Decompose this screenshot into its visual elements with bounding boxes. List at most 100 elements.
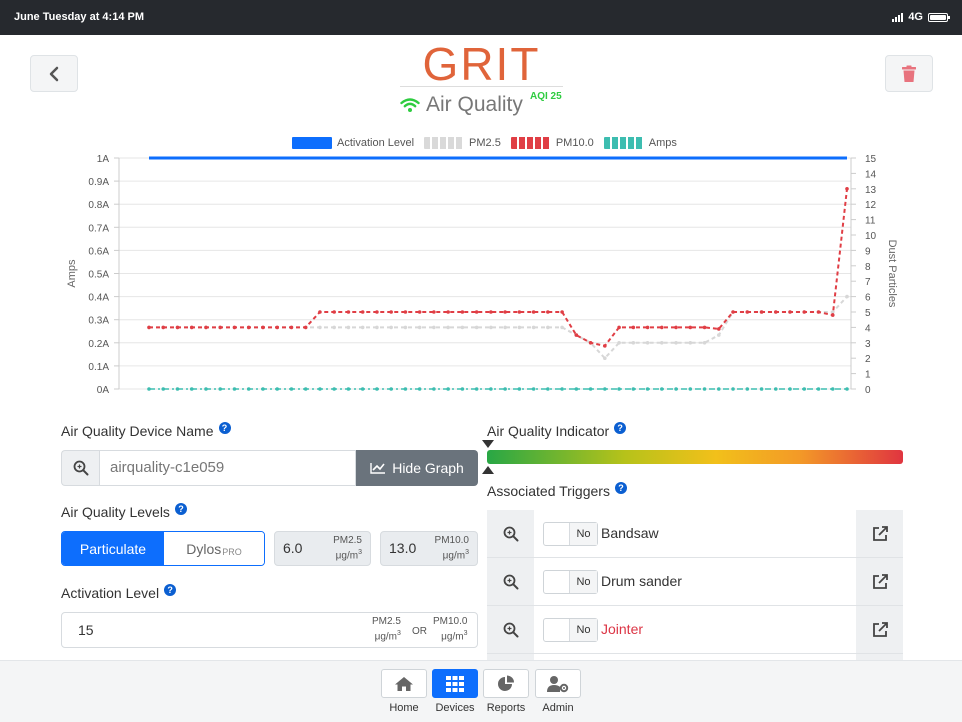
series-amps-point	[531, 387, 536, 391]
series-pm10-0-point	[574, 333, 579, 337]
air-quality-chart: 0A0.1A0.2A0.3A0.4A0.5A0.6A0.7A0.8A0.9A1A…	[66, 154, 898, 396]
nav-admin[interactable]: Admin	[535, 669, 581, 714]
grit-logo: GRIT	[422, 38, 541, 90]
legend-pm10[interactable]: PM10.0	[510, 137, 594, 149]
series-pm10-0-point	[246, 325, 251, 330]
series-pm10-0-point	[204, 325, 208, 330]
trigger-search-button[interactable]	[487, 606, 534, 653]
left-tick-label: 0.9A	[88, 177, 109, 188]
series-pm2-5-point	[631, 341, 636, 345]
trigger-search-button[interactable]	[487, 654, 534, 660]
line-chart-icon	[370, 463, 386, 474]
help-icon[interactable]: ?	[614, 482, 627, 494]
help-icon[interactable]: ?	[218, 422, 231, 434]
trigger-open-button[interactable]	[856, 606, 903, 653]
trigger-open-button[interactable]	[856, 558, 903, 605]
pm10-level-field[interactable]: 13.0 PM10.0 μg/m3	[380, 531, 478, 566]
trigger-toggle[interactable]: No	[543, 522, 598, 546]
series-pm10-0-point	[631, 325, 636, 330]
series-pm10-0-point	[432, 310, 436, 314]
series-pm2-5-point	[446, 325, 450, 330]
series-pm2-5-point	[517, 325, 522, 330]
particulate-option[interactable]: Particulate	[62, 532, 164, 565]
series-pm10-0-point	[403, 310, 408, 314]
left-tick-label: 0.8A	[88, 200, 109, 211]
right-tick-label: 13	[865, 185, 877, 196]
series-amps-point	[688, 387, 693, 391]
pm10-level-value: 13.0	[389, 540, 417, 556]
help-icon[interactable]: ?	[614, 422, 627, 434]
series-pm2-5-point	[546, 325, 550, 330]
hide-graph-button[interactable]: Hide Graph	[356, 450, 478, 486]
legend-label: PM10.0	[555, 137, 594, 149]
pm25-level-field[interactable]: 6.0 PM2.5 μg/m3	[274, 531, 371, 566]
series-pm2-5-point	[674, 341, 678, 345]
series-amps-point	[389, 387, 393, 391]
right-tick-label: 11	[865, 216, 876, 227]
series-pm2-5-line	[149, 295, 848, 360]
trigger-name: Bandsaw	[601, 525, 659, 541]
series-pm2-5-point	[417, 325, 422, 330]
series-amps-point	[460, 387, 465, 391]
trigger-row: No Bandsaw	[487, 510, 903, 558]
trigger-search-button[interactable]	[487, 558, 534, 605]
subtitle: Air Quality	[400, 92, 523, 118]
series-amps-point	[802, 387, 807, 391]
help-icon[interactable]: ?	[164, 584, 177, 596]
device-name-input[interactable]: airquality-c1e059	[99, 450, 356, 486]
left-tick-label: 0.2A	[88, 339, 109, 350]
legend-label: Activation Level	[337, 137, 415, 149]
indicator-label-text: Air Quality Indicator	[487, 423, 610, 439]
legend-amps[interactable]: Amps	[603, 137, 677, 149]
device-name-label-text: Air Quality Device Name	[61, 423, 214, 439]
delete-button[interactable]	[885, 55, 933, 92]
act-pm10-unit: PM10.0 μg/m3	[433, 616, 467, 643]
wifi-icon	[400, 98, 420, 112]
hide-graph-label: Hide Graph	[392, 460, 464, 476]
right-tick-label: 10	[865, 231, 877, 242]
activation-level-value: 15	[78, 622, 94, 638]
series-pm10-0-line	[149, 188, 848, 348]
series-pm10-0-point	[674, 325, 678, 330]
toggle-text: No	[569, 571, 597, 593]
series-pm10-0-point	[645, 325, 650, 330]
series-amps-point	[759, 387, 764, 391]
series-amps-point	[204, 387, 208, 391]
series-pm10-0-point	[702, 325, 707, 330]
series-pm10-0-point	[503, 310, 507, 314]
series-pm2-5-point	[332, 325, 336, 330]
right-tick-label: 1	[865, 370, 871, 381]
series-pm10-0-point	[360, 310, 365, 314]
legend-activation[interactable]: Activation Level	[292, 137, 414, 149]
trigger-open-button[interactable]	[856, 510, 903, 557]
search-icon	[503, 526, 518, 541]
back-button[interactable]	[30, 55, 78, 92]
nav-admin-box	[535, 669, 581, 698]
status-bar: June Tuesday at 4:14 PM 4G	[0, 0, 962, 35]
left-tick-label: 0.6A	[88, 246, 109, 257]
activation-level-input[interactable]: 15 PM2.5 μg/m3 OR PM10.0 μg/m3	[61, 612, 478, 648]
series-pm2-5-point	[403, 325, 408, 330]
series-pm10-0-point	[417, 310, 422, 314]
activation-label: Activation Level?	[61, 584, 177, 601]
trash-icon	[902, 65, 916, 82]
left-tick-label: 1A	[97, 154, 110, 165]
trigger-search-button[interactable]	[487, 510, 534, 557]
series-amps-point	[246, 387, 251, 391]
device-search-button[interactable]	[61, 450, 99, 486]
nav-reports[interactable]: Reports	[483, 669, 529, 714]
network-type: 4G	[908, 11, 923, 23]
series-pm10-0-point	[303, 325, 308, 330]
series-pm10-0-point	[175, 325, 180, 330]
left-tick-label: 0A	[97, 385, 110, 396]
indicator-label: Air Quality Indicator?	[487, 422, 627, 439]
trigger-toggle[interactable]: No	[543, 618, 598, 642]
legend-pm25[interactable]: PM2.5	[424, 137, 501, 149]
dylos-option[interactable]: Dylos PRO	[164, 532, 264, 565]
nav-devices[interactable]: Devices	[432, 669, 478, 714]
trigger-toggle[interactable]: No	[543, 570, 598, 594]
nav-home[interactable]: Home	[381, 669, 427, 714]
help-icon[interactable]: ?	[174, 503, 187, 515]
grid-icon	[446, 675, 464, 692]
trigger-open-button[interactable]	[856, 654, 903, 660]
